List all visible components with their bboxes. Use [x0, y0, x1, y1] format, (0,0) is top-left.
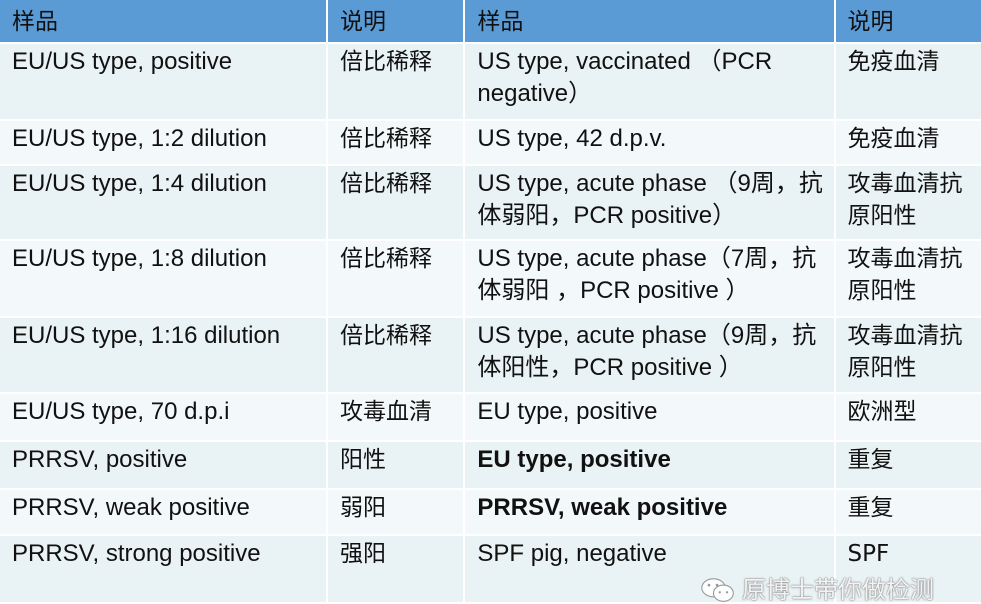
note-cell: 弱阳: [328, 490, 464, 534]
sample-cell: EU/US type, 1:4 dilution: [0, 166, 326, 239]
note-cell: 欧洲型: [835, 394, 981, 440]
sample-cell: US type, vaccinated （PCR negative）: [465, 44, 834, 119]
note-cell: 攻毒血清抗原阳性: [835, 166, 981, 239]
note-cell: 倍比稀释: [328, 44, 464, 119]
sample-cell: EU/US type, positive: [0, 44, 326, 119]
sample-cell: US type, 42 d.p.v.: [465, 121, 834, 164]
sample-cell: EU type, positive: [465, 394, 834, 440]
watermark: 原博士带你做检测: [700, 576, 934, 604]
header-note-1: 说明: [328, 0, 464, 42]
sample-cell: EU/US type, 1:2 dilution: [0, 121, 326, 164]
note-cell: 阳性: [328, 442, 464, 488]
table-row: PRRSV, positive 阳性 EU type, positive 重复: [0, 442, 981, 488]
sample-cell: US type, acute phase （9周，抗体弱阳，PCR positi…: [465, 166, 834, 239]
table-row: EU/US type, 1:8 dilution 倍比稀释 US type, acu…: [0, 241, 981, 316]
sample-cell: SPF pig, negative: [465, 536, 834, 602]
note-cell: 免疫血清: [835, 44, 981, 119]
header-note-2: 说明: [835, 0, 981, 42]
sample-cell: US type, acute phase（9周，抗体阳性，PCR positiv…: [465, 318, 834, 392]
note-cell: 倍比稀释: [328, 318, 464, 392]
note-cell: SPF: [835, 536, 981, 602]
sample-cell: EU type, positive: [465, 442, 834, 488]
note-cell: 攻毒血清抗原阳性: [835, 241, 981, 316]
note-cell: 攻毒血清: [328, 394, 464, 440]
note-cell: 倍比稀释: [328, 241, 464, 316]
sample-cell: EU/US type, 1:16 dilution: [0, 318, 326, 392]
table-row: EU/US type, positive 倍比稀释 US type, vaccina…: [0, 44, 981, 119]
sample-cell: US type, acute phase（7周，抗体弱阳 ，PCR positi…: [465, 241, 834, 316]
table-row: PRRSV, weak positive 弱阳 PRRSV, weak positi…: [0, 490, 981, 534]
sample-cell: PRRSV, weak positive: [0, 490, 326, 534]
watermark-text: 原博士带你做检测: [742, 576, 934, 604]
table-row: EU/US type, 1:2 dilution 倍比稀释 US type, 42 …: [0, 121, 981, 164]
header-row: 样品 说明 样品 说明: [0, 0, 981, 42]
sample-cell: PRRSV, strong positive: [0, 536, 326, 602]
sample-cell: PRRSV, positive: [0, 442, 326, 488]
note-cell: 攻毒血清抗原阳性: [835, 318, 981, 392]
sample-cell: EU/US type, 70 d.p.i: [0, 394, 326, 440]
table-row: EU/US type, 1:16 dilution 倍比稀释 US type, ac…: [0, 318, 981, 392]
wechat-icon: [701, 577, 734, 602]
table-row: EU/US type, 70 d.p.i 攻毒血清 EU type, positiv…: [0, 394, 981, 440]
note-cell: 重复: [835, 442, 981, 488]
note-cell: 倍比稀释: [328, 121, 464, 164]
header-sample-1: 样品: [0, 0, 326, 42]
header-sample-2: 样品: [465, 0, 834, 42]
table-row: PRRSV, strong positive 强阳 SPF pig, negativ…: [0, 536, 981, 602]
note-cell: 倍比稀释: [328, 166, 464, 239]
sample-cell: EU/US type, 1:8 dilution: [0, 241, 326, 316]
sample-cell: PRRSV, weak positive: [465, 490, 834, 534]
note-cell: 免疫血清: [835, 121, 981, 164]
table-row: EU/US type, 1:4 dilution 倍比稀释 US type, acu…: [0, 166, 981, 239]
note-cell: 重复: [835, 490, 981, 534]
note-cell: 强阳: [328, 536, 464, 602]
